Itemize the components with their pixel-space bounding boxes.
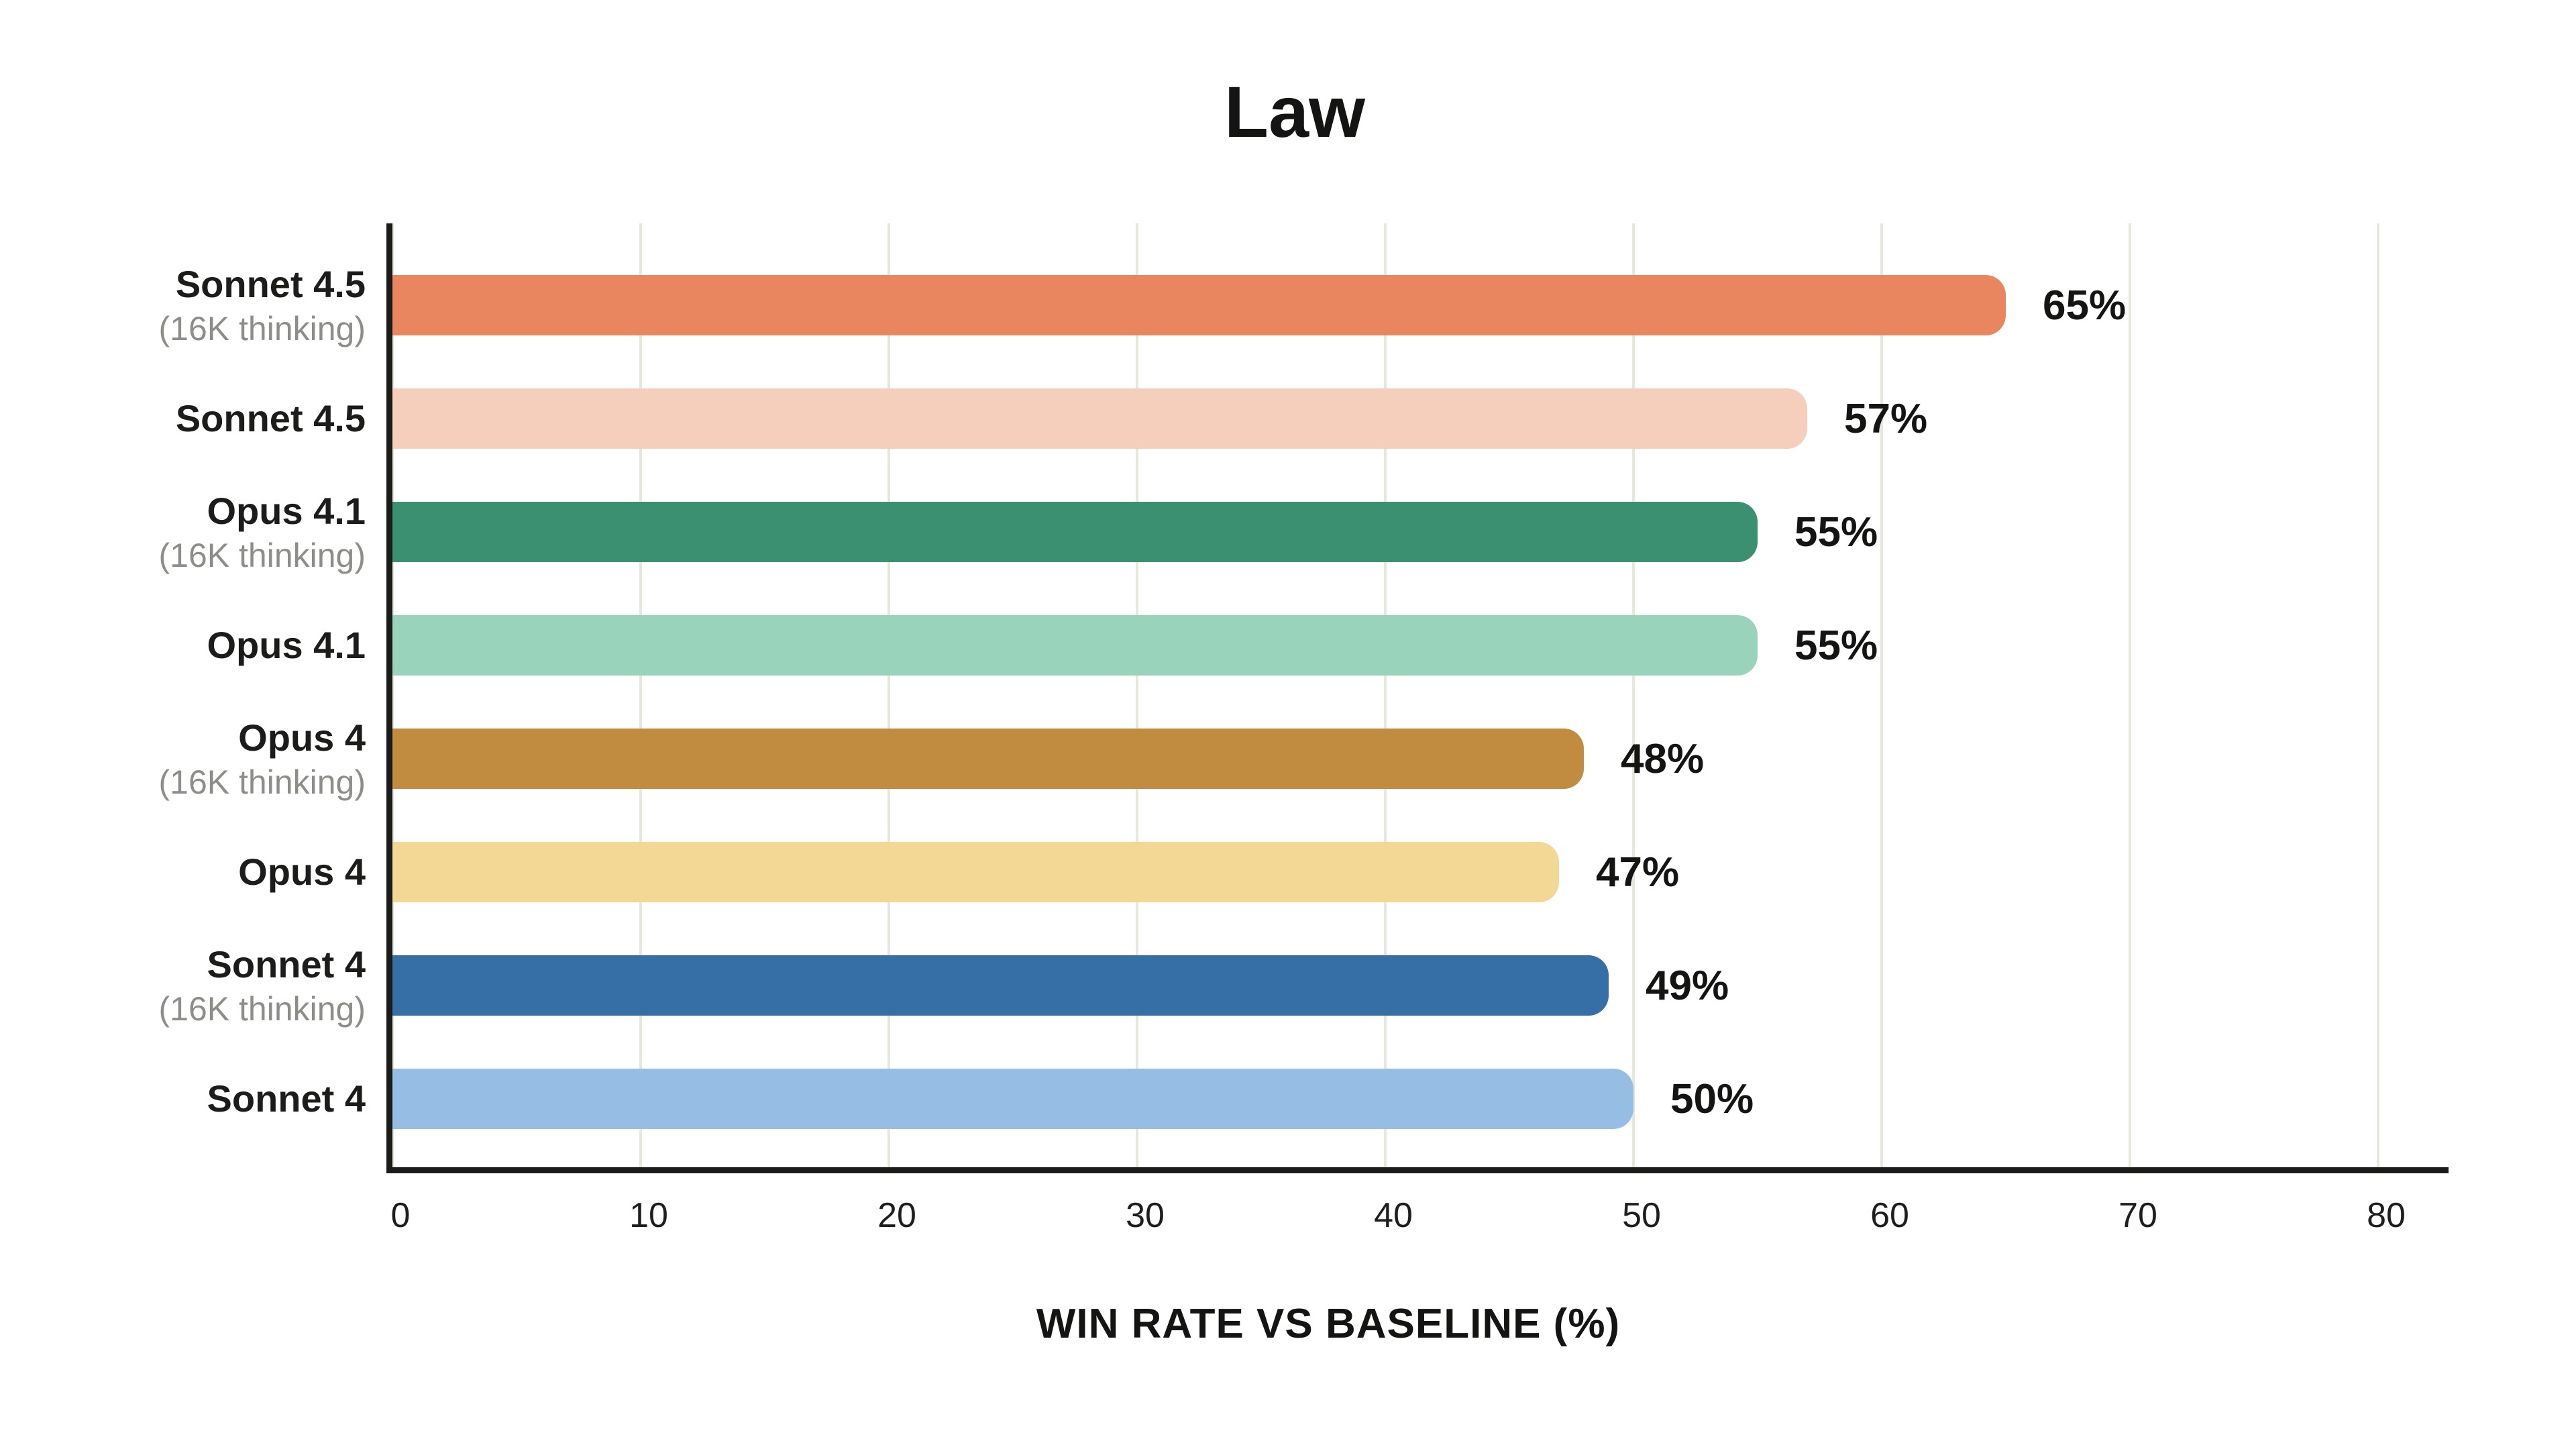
x-tick-60: 60 [1870, 1196, 1909, 1235]
gridline-60 [1880, 223, 1883, 1167]
gridline-80 [2377, 223, 2379, 1167]
bar [392, 615, 1758, 676]
bar-row: Sonnet 4 (16K thinking) 49% [0, 929, 2576, 1042]
bar-row: Sonnet 4 50% [0, 1042, 2576, 1156]
model-name: Sonnet 4.5 [175, 397, 366, 440]
bar [392, 1069, 1633, 1129]
x-tick-40: 40 [1374, 1196, 1413, 1235]
x-axis-label: WIN RATE VS BASELINE (%) [1036, 1301, 1621, 1347]
model-name: Opus 4.1 [207, 490, 366, 533]
x-tick-50: 50 [1622, 1196, 1661, 1235]
model-variant: (16K thinking) [158, 763, 366, 801]
x-axis-line [386, 1167, 2449, 1173]
bar [392, 388, 1807, 449]
x-tick-30: 30 [1126, 1196, 1165, 1235]
bar-row: Sonnet 4.5 (16K thinking) 65% [0, 249, 2576, 362]
plot-area [391, 223, 2449, 1167]
bar-row: Opus 4 (16K thinking) 48% [0, 702, 2576, 816]
model-variant: (16K thinking) [158, 309, 366, 347]
gridline-50 [1632, 223, 1635, 1167]
value-label: 55% [1794, 623, 1878, 669]
bar [392, 502, 1758, 562]
category-label: Sonnet 4.5 (16K thinking) [0, 249, 366, 362]
x-tick-70: 70 [2118, 1196, 2157, 1235]
x-tick-10: 10 [629, 1196, 668, 1235]
bar [392, 729, 1584, 789]
x-tick-labels: 0 10 20 30 40 50 60 70 80 [0, 1195, 2576, 1242]
gridline-0 [391, 223, 394, 1167]
value-label: 57% [1844, 396, 1928, 442]
category-label: Sonnet 4 [0, 1042, 366, 1156]
bar [392, 275, 2006, 335]
value-label: 55% [1794, 509, 1878, 555]
value-label: 50% [1670, 1076, 1754, 1122]
gridline-20 [888, 223, 890, 1167]
gridline-70 [2129, 223, 2131, 1167]
category-label: Opus 4.1 [0, 589, 366, 702]
model-name: Opus 4.1 [207, 624, 366, 667]
bar [392, 842, 1559, 902]
gridline-10 [639, 223, 642, 1167]
bar-row: Sonnet 4.5 57% [0, 362, 2576, 476]
bar-row: Opus 4.1 55% [0, 589, 2576, 702]
bar [392, 955, 1609, 1016]
bar-row: Opus 4 47% [0, 816, 2576, 929]
value-label: 65% [2043, 282, 2127, 329]
model-name: Sonnet 4 [207, 943, 366, 986]
x-tick-20: 20 [877, 1196, 916, 1235]
gridline-30 [1136, 223, 1138, 1167]
gridline-40 [1384, 223, 1387, 1167]
category-label: Sonnet 4.5 [0, 362, 366, 476]
value-label: 48% [1621, 736, 1705, 782]
category-label: Opus 4 [0, 816, 366, 929]
x-tick-0: 0 [390, 1196, 411, 1235]
model-name: Opus 4 [238, 851, 366, 894]
value-label: 49% [1646, 963, 1729, 1009]
model-variant: (16K thinking) [158, 989, 366, 1028]
value-label: 47% [1596, 849, 1680, 896]
model-name: Sonnet 4.5 [175, 263, 366, 306]
chart-title: Law [1224, 71, 1366, 152]
x-tick-80: 80 [2367, 1196, 2406, 1235]
bar-row: Opus 4.1 (16K thinking) 55% [0, 476, 2576, 589]
category-label: Sonnet 4 (16K thinking) [0, 929, 366, 1042]
bar-rows: Sonnet 4.5 (16K thinking) 65% Sonnet 4.5 57%… [0, 249, 2576, 1156]
model-name: Sonnet 4 [207, 1077, 366, 1120]
category-label: Opus 4.1 (16K thinking) [0, 476, 366, 589]
category-label: Opus 4 (16K thinking) [0, 702, 366, 816]
y-axis-line [386, 223, 392, 1173]
model-variant: (16K thinking) [158, 536, 366, 574]
model-name: Opus 4 [238, 716, 366, 759]
